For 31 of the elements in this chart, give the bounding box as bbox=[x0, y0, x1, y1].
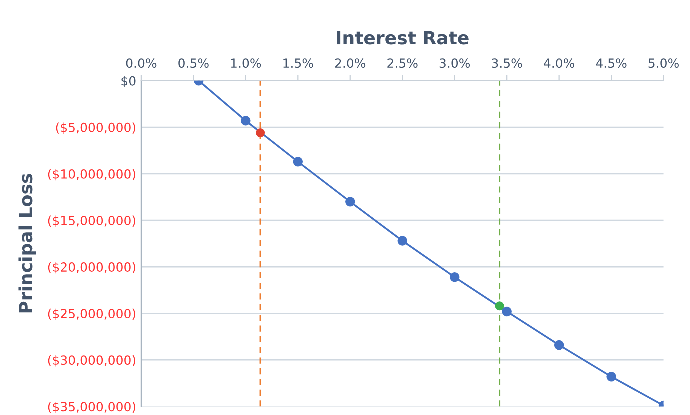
x-tick-label: 0.5% bbox=[178, 58, 209, 68]
point bbox=[398, 236, 408, 246]
y-tick-label: ($35,000,000) bbox=[48, 402, 136, 414]
x-tick-label: 0.0% bbox=[126, 58, 157, 68]
x-tick-label: 2.0% bbox=[335, 58, 366, 68]
point bbox=[256, 128, 266, 138]
x-tick-label: 2.5% bbox=[388, 58, 418, 68]
x-tick-label: 1.5% bbox=[284, 58, 314, 68]
point bbox=[606, 372, 616, 382]
x-axis-title: Interest Rate bbox=[337, 31, 469, 45]
x-tick-label: 5.0% bbox=[648, 58, 679, 68]
y-tick-label: ($30,000,000) bbox=[48, 355, 136, 367]
y-tick-label: ($15,000,000) bbox=[48, 216, 136, 228]
y-tick-label: ($20,000,000) bbox=[48, 262, 136, 274]
x-tick-label: 4.5% bbox=[596, 58, 627, 68]
point bbox=[554, 340, 564, 350]
y-tick-label: $0 bbox=[122, 76, 136, 88]
point bbox=[450, 272, 460, 282]
x-tick-label: 4.0% bbox=[544, 58, 575, 68]
point bbox=[495, 302, 504, 311]
x-tick-label: 1.0% bbox=[231, 58, 262, 68]
point bbox=[293, 157, 304, 167]
point bbox=[241, 116, 251, 126]
y-tick-label: ($25,000,000) bbox=[48, 308, 136, 320]
x-tick-label: 3.0% bbox=[440, 58, 470, 68]
y-tick-label: ($5,000,000) bbox=[56, 122, 136, 134]
point bbox=[502, 306, 512, 317]
y-axis-title: Principal Loss bbox=[18, 174, 36, 313]
point bbox=[346, 197, 356, 207]
x-tick-label: 3.5% bbox=[492, 58, 522, 68]
y-tick-label: ($10,000,000) bbox=[48, 169, 136, 181]
